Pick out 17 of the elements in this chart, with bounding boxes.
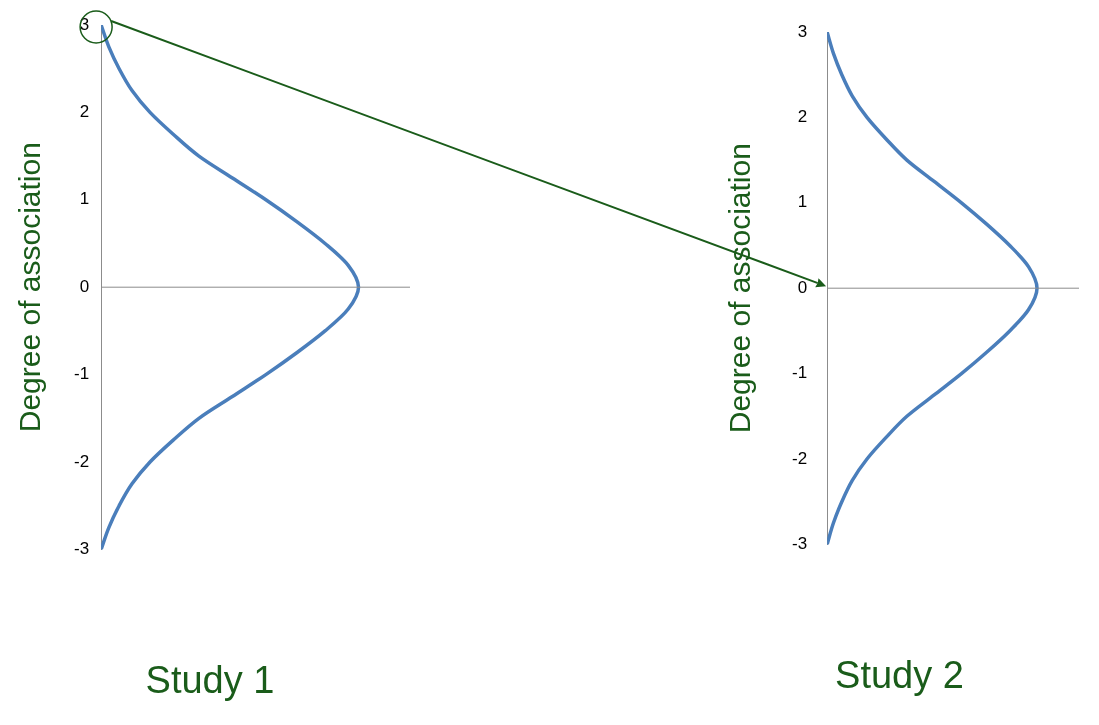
y-axis-title: Degree of association (723, 143, 757, 434)
y-tick-label: -1 (791, 363, 808, 383)
y-tick-label: 1 (797, 192, 808, 212)
y-tick-label: -3 (73, 539, 90, 559)
y-tick-label: -1 (73, 364, 90, 384)
y-tick-label: 1 (79, 189, 90, 209)
y-tick-label: 0 (79, 276, 90, 296)
y-tick-label: 2 (79, 102, 90, 122)
text: Study 1 (145, 658, 275, 701)
y-tick-label: 2 (797, 107, 808, 127)
y-tick-label: -3 (791, 534, 808, 554)
text: Study 2 (835, 653, 964, 696)
y-tick-label: 3 (797, 21, 808, 41)
y-tick-label: -2 (73, 451, 90, 471)
y-tick-label: 0 (797, 277, 808, 297)
y-tick-label: -2 (791, 448, 808, 468)
y-axis-title: Degree of association (13, 142, 47, 433)
